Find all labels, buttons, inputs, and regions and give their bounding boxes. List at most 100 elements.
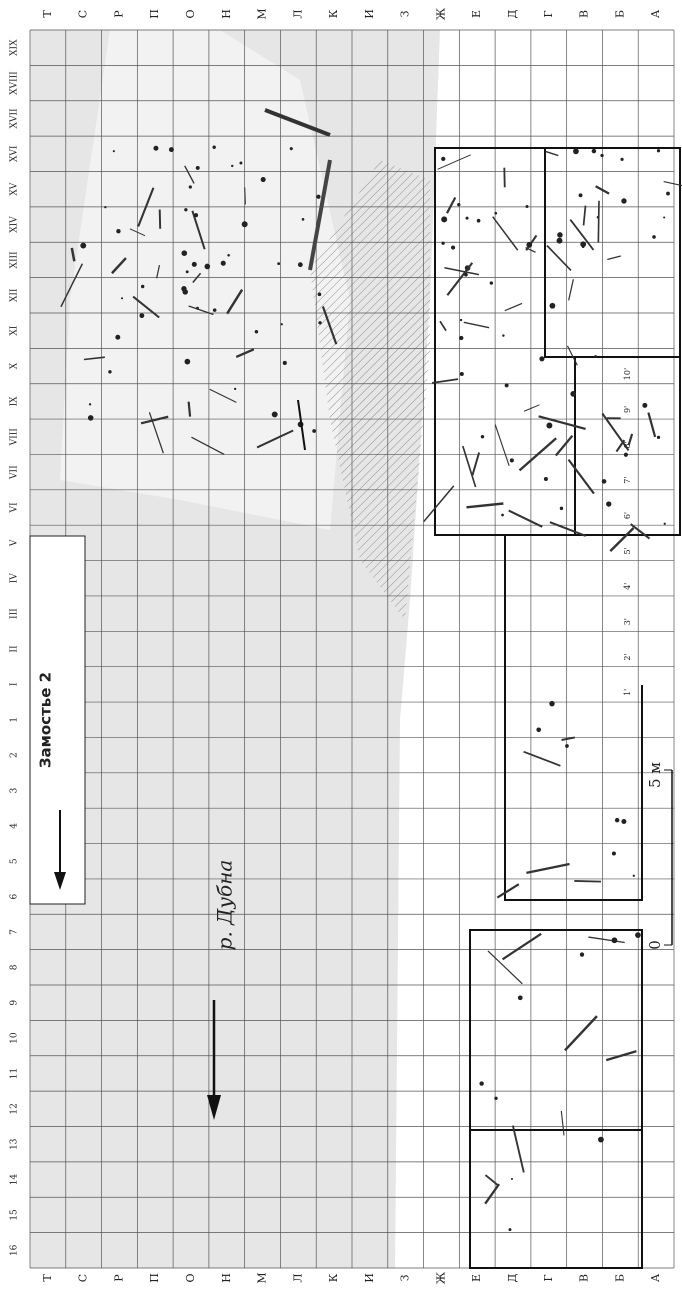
bank-area bbox=[60, 30, 350, 530]
row-label: XVIII bbox=[10, 71, 20, 95]
find-dot bbox=[504, 383, 509, 388]
find-dot bbox=[526, 242, 533, 248]
find-dot bbox=[546, 422, 553, 429]
find-dot bbox=[212, 308, 217, 312]
find-wood bbox=[244, 187, 246, 205]
find-dot bbox=[549, 302, 556, 309]
find-dot bbox=[184, 208, 188, 212]
column-label: М bbox=[256, 1272, 269, 1283]
row-label: XIV bbox=[10, 216, 20, 233]
find-dot bbox=[642, 402, 648, 408]
column-label: П bbox=[148, 9, 161, 19]
find-dot bbox=[465, 216, 469, 220]
find-dot bbox=[241, 221, 248, 228]
find-wood bbox=[308, 159, 332, 271]
find-wood bbox=[462, 445, 477, 488]
find-dot bbox=[318, 321, 322, 325]
find-dot bbox=[480, 435, 485, 439]
find-wood bbox=[492, 216, 519, 251]
find-wood bbox=[209, 388, 237, 403]
find-wood bbox=[148, 412, 164, 454]
find-wood bbox=[192, 272, 202, 283]
find-dot bbox=[139, 313, 145, 319]
find-dot bbox=[195, 165, 200, 170]
column-label: Р bbox=[112, 1274, 125, 1282]
find-wood bbox=[494, 424, 510, 467]
find-dot bbox=[104, 205, 107, 209]
find-wood bbox=[70, 247, 76, 262]
row-label: 1 bbox=[10, 717, 20, 723]
row-label: 15 bbox=[10, 1209, 20, 1221]
find-dot bbox=[600, 153, 604, 158]
row-label: 13 bbox=[10, 1138, 20, 1150]
find-wood bbox=[582, 205, 587, 226]
find-dot bbox=[489, 281, 494, 285]
find-dot bbox=[220, 260, 226, 266]
column-label: К bbox=[327, 1273, 340, 1282]
find-wood bbox=[297, 399, 306, 451]
find-dot bbox=[578, 193, 583, 198]
find-wood bbox=[526, 862, 570, 875]
scale-label: 5 м bbox=[646, 762, 664, 788]
find-dot bbox=[312, 429, 317, 433]
find-dot bbox=[277, 262, 281, 266]
row-label: 12 bbox=[10, 1103, 20, 1114]
column-label: Б bbox=[613, 10, 626, 18]
column-label: Т bbox=[41, 1274, 54, 1282]
find-dot bbox=[239, 161, 243, 165]
row-label-prime: 6' bbox=[623, 512, 632, 519]
row-label: IV bbox=[10, 573, 20, 584]
find-dot bbox=[317, 292, 322, 297]
find-dot bbox=[254, 330, 259, 334]
find-dot bbox=[594, 355, 598, 359]
find-dot bbox=[573, 148, 579, 155]
find-dot bbox=[632, 874, 635, 877]
find-dot bbox=[601, 479, 607, 484]
row-label-prime: 8' bbox=[623, 441, 632, 448]
find-dot bbox=[476, 218, 481, 223]
find-dot bbox=[120, 297, 124, 300]
find-dot bbox=[614, 817, 620, 823]
column-label: С bbox=[77, 1274, 90, 1282]
find-wood bbox=[569, 219, 595, 251]
find-wood bbox=[647, 412, 657, 438]
row-label-prime: 10' bbox=[623, 368, 632, 380]
row-label-prime: 3' bbox=[623, 618, 632, 625]
row-label: XVI bbox=[10, 145, 20, 162]
column-label: В bbox=[578, 10, 591, 18]
find-dot bbox=[231, 164, 234, 168]
row-label-prime: 4' bbox=[623, 583, 632, 590]
find-dot bbox=[450, 245, 456, 250]
find-wood bbox=[627, 433, 634, 446]
find-dot bbox=[297, 262, 303, 268]
row-label: XII bbox=[10, 288, 20, 302]
row-label: VI bbox=[10, 502, 20, 513]
find-dot bbox=[525, 205, 529, 209]
find-wood bbox=[484, 1174, 499, 1186]
find-dot bbox=[620, 157, 624, 161]
row-label: 4 bbox=[10, 823, 20, 829]
find-dot bbox=[539, 356, 545, 362]
find-wood bbox=[511, 1125, 525, 1173]
find-wood bbox=[629, 523, 651, 540]
find-dot bbox=[591, 148, 597, 154]
find-wood bbox=[321, 306, 338, 345]
row-label: II bbox=[10, 645, 20, 653]
find-wood bbox=[554, 434, 574, 457]
find-wood bbox=[137, 187, 155, 227]
row-label: VII bbox=[10, 465, 20, 480]
find-dot bbox=[459, 371, 464, 377]
find-dot bbox=[459, 318, 463, 322]
find-wood bbox=[508, 509, 543, 528]
column-label: М bbox=[256, 8, 269, 19]
find-dot bbox=[168, 147, 174, 153]
find-wood bbox=[597, 200, 600, 243]
find-dot bbox=[441, 241, 445, 245]
row-label: 6 bbox=[10, 893, 20, 899]
column-label: Л bbox=[291, 1273, 304, 1282]
row-label-prime: 5' bbox=[623, 547, 632, 554]
column-label: Л bbox=[291, 9, 304, 18]
find-wood bbox=[525, 234, 538, 251]
find-wood bbox=[564, 1015, 598, 1052]
column-label: Р bbox=[112, 10, 125, 18]
